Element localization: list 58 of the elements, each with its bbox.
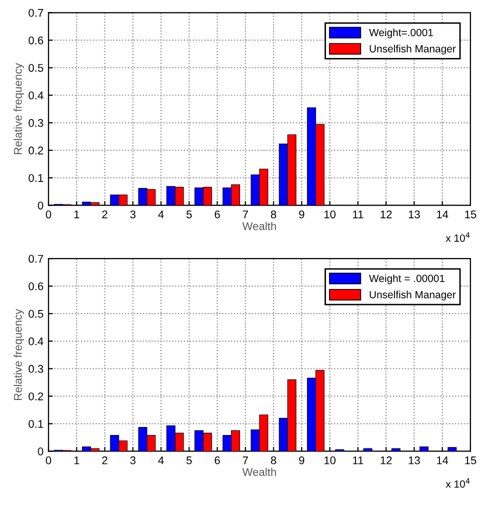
x-tick-label: 13 bbox=[408, 210, 420, 218]
x-tick-label: 7 bbox=[242, 456, 248, 464]
x-tick-label: 8 bbox=[270, 456, 276, 464]
x-tick-label: 3 bbox=[130, 456, 136, 464]
y-tick-label: 0.2 bbox=[28, 392, 44, 400]
legend-label: Unselfish Manager bbox=[370, 290, 456, 300]
y-tick-label: 0.6 bbox=[28, 36, 44, 44]
x-tick-label: 1 bbox=[74, 456, 80, 464]
x-tick-label: 4 bbox=[158, 210, 164, 218]
y-tick-label: 0.3 bbox=[28, 119, 44, 127]
x-tick-label: 9 bbox=[299, 456, 304, 464]
x-tick-label: 15 bbox=[465, 210, 476, 218]
x-tick-label: 7 bbox=[242, 210, 248, 218]
y-tick-label: 0.3 bbox=[28, 364, 44, 373]
y-tick-label: 0.6 bbox=[28, 282, 44, 290]
x-tick-label: 15 bbox=[465, 456, 476, 464]
y-tick-label: 0.7 bbox=[28, 8, 44, 17]
x-tick-label: 0 bbox=[46, 456, 52, 464]
x-tick-label: 2 bbox=[102, 456, 108, 464]
y-axis-title: Relative frequency bbox=[14, 63, 24, 154]
x-tick-label: 6 bbox=[214, 456, 220, 464]
x-tick-label: 13 bbox=[408, 456, 420, 464]
x-tick-label: 12 bbox=[380, 210, 392, 218]
legend-label: Unselfish Manager bbox=[370, 44, 456, 54]
text: x 10$^{4}$ bbox=[446, 232, 470, 242]
x-tick-label: 1 bbox=[74, 210, 80, 218]
x-axis-title: Wealth bbox=[242, 222, 276, 230]
x-tick-label: 3 bbox=[130, 210, 136, 218]
y-tick-label: 0.1 bbox=[28, 420, 44, 428]
legend-label: Weight=.0001 bbox=[369, 28, 433, 38]
y-axis-title: Relative frequency bbox=[14, 308, 24, 400]
y-tick-label: 0.4 bbox=[28, 337, 44, 346]
x-tick-label: 11 bbox=[353, 456, 364, 464]
text: x 10$^{4}$ bbox=[446, 478, 470, 488]
y-tick-label: 0.1 bbox=[28, 174, 44, 182]
x-tick-label: 4 bbox=[158, 456, 164, 464]
x-tick-label: 8 bbox=[270, 210, 276, 218]
x-tick-label: 14 bbox=[436, 210, 448, 218]
x-tick-label: 5 bbox=[186, 210, 192, 218]
y-tick-label: 0.5 bbox=[28, 64, 44, 72]
y-tick-label: 0.5 bbox=[28, 310, 44, 318]
x-tick-label: 0 bbox=[46, 210, 52, 218]
x-tick-label: 9 bbox=[299, 210, 304, 218]
y-tick-label: 0.7 bbox=[28, 254, 44, 263]
x-tick-label: 11 bbox=[353, 210, 364, 218]
x-tick-label: 2 bbox=[102, 210, 108, 218]
x-tick-label: 12 bbox=[380, 456, 392, 464]
y-tick-label: 0 bbox=[38, 202, 44, 210]
x-tick-label: 6 bbox=[214, 210, 220, 218]
x-tick-label: 10 bbox=[324, 456, 336, 464]
y-tick-label: 0.2 bbox=[28, 146, 44, 154]
x-tick-label: 10 bbox=[324, 210, 336, 218]
x-axis-title: Wealth bbox=[242, 468, 276, 476]
legend-label: Weight = .00001 bbox=[369, 274, 444, 284]
x-tick-label: 5 bbox=[186, 456, 192, 464]
y-tick-label: 0.4 bbox=[28, 92, 44, 100]
x-tick-label: 14 bbox=[436, 456, 448, 464]
y-tick-label: 0 bbox=[38, 447, 44, 456]
